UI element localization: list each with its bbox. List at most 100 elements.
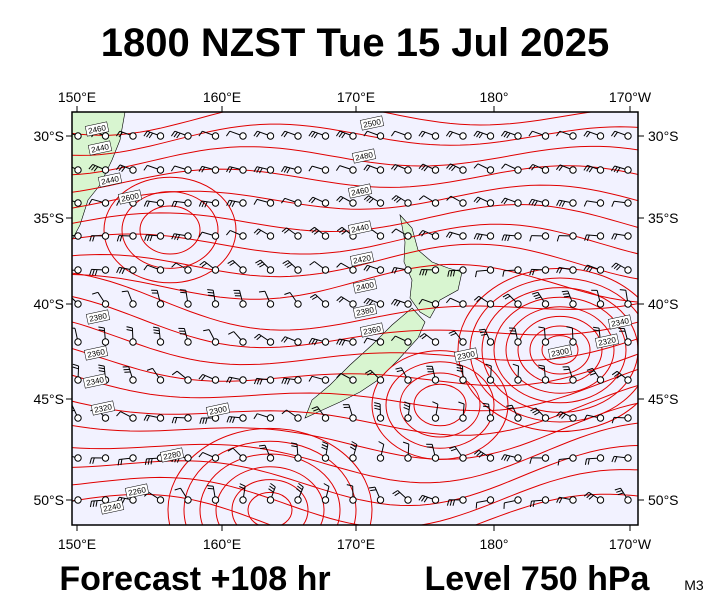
- barb-flag: [456, 367, 463, 370]
- contour-line: [72, 368, 638, 412]
- barb-flag: [432, 401, 439, 405]
- barb-flag: [336, 338, 340, 345]
- barb-flag: [531, 165, 536, 171]
- barb-flag: [308, 165, 313, 172]
- forecast-label: Forecast +108 hr: [59, 560, 330, 598]
- barb-flag: [308, 196, 314, 203]
- barb-flag: [533, 294, 540, 297]
- contour-label: 2420: [349, 251, 375, 267]
- barb-flag: [153, 329, 160, 332]
- barb-flag: [404, 401, 411, 405]
- station: [349, 266, 357, 274]
- station: [404, 166, 412, 174]
- station: [294, 454, 302, 462]
- barb-flag: [583, 414, 588, 421]
- barb-flag: [259, 263, 265, 268]
- barb-flag: [532, 500, 535, 507]
- barb-flag: [363, 337, 368, 344]
- barb-flag: [530, 407, 536, 412]
- barb-flag: [403, 404, 410, 408]
- station: [74, 232, 82, 240]
- station: [486, 454, 495, 462]
- barb-flag: [308, 376, 313, 382]
- barb-flag: [583, 200, 588, 207]
- station: [294, 414, 302, 422]
- barb-flag: [92, 457, 95, 464]
- barb-flag: [562, 293, 569, 295]
- barb-flag: [179, 289, 186, 291]
- barb-flag: [419, 269, 422, 276]
- station: [431, 300, 440, 308]
- contour-label-box: [594, 333, 620, 349]
- barb-flag: [393, 300, 398, 306]
- station: [156, 496, 165, 504]
- barb-flag: [473, 130, 478, 137]
- barb-flag: [227, 259, 234, 265]
- barb-flag: [614, 487, 621, 491]
- station: [596, 166, 605, 174]
- barb-flag: [308, 338, 313, 344]
- barb-flag: [423, 166, 429, 172]
- station: [101, 132, 110, 140]
- barb-flag: [503, 198, 508, 205]
- station: [184, 266, 192, 274]
- barb-flag: [588, 167, 594, 173]
- barb-flag: [207, 485, 214, 487]
- station: [596, 132, 605, 140]
- contour-label-text: 2400: [355, 280, 375, 293]
- station: [624, 166, 632, 174]
- barb-flag: [424, 269, 428, 276]
- barb-flag: [529, 457, 532, 464]
- barb-flag: [239, 486, 245, 490]
- barb-flag: [66, 271, 67, 277]
- station: [184, 300, 192, 308]
- station: [541, 414, 550, 422]
- barb-flag: [561, 413, 566, 419]
- barb-flag: [421, 131, 426, 138]
- barb-flag: [532, 409, 538, 414]
- station: [486, 300, 495, 308]
- barb-flag: [62, 235, 64, 241]
- station: [184, 454, 192, 462]
- station: [431, 132, 440, 140]
- barb-flag: [586, 493, 592, 499]
- station: [349, 338, 357, 346]
- barb-flag: [150, 458, 153, 465]
- barb-flag: [423, 496, 429, 503]
- station: [239, 132, 247, 140]
- barb-flag: [253, 228, 259, 234]
- barb-flag: [529, 501, 532, 508]
- barb-flag: [282, 260, 289, 265]
- contour-label-text: 2320: [597, 335, 617, 348]
- barb-flag: [555, 130, 561, 137]
- lat-label-left: 50°S: [33, 492, 64, 508]
- barb-flag: [180, 291, 187, 294]
- barb-flag: [92, 269, 95, 276]
- station: [184, 338, 192, 346]
- station: [486, 132, 495, 140]
- station: [321, 338, 330, 346]
- station: [349, 454, 357, 462]
- station: [569, 199, 577, 207]
- barb-flag: [201, 166, 206, 173]
- barb-flag: [363, 298, 369, 304]
- contour-label-box: [159, 447, 185, 463]
- station: [239, 266, 247, 274]
- barb-flag: [556, 199, 560, 206]
- barb-flag: [147, 458, 150, 465]
- barb-flag: [143, 414, 148, 421]
- barb-flag: [532, 291, 539, 295]
- barb-flag: [98, 326, 105, 329]
- contour-label-box: [347, 183, 373, 199]
- station: [514, 166, 522, 174]
- barb-flag: [118, 165, 123, 171]
- station: [74, 376, 82, 384]
- barb-flag: [392, 490, 398, 495]
- barb-flag: [593, 329, 600, 332]
- station: [211, 132, 220, 140]
- barb-flag: [506, 132, 511, 139]
- barb-flag: [268, 488, 274, 493]
- barb-flag: [259, 378, 263, 385]
- barb-flag: [309, 293, 316, 299]
- station: [74, 496, 82, 504]
